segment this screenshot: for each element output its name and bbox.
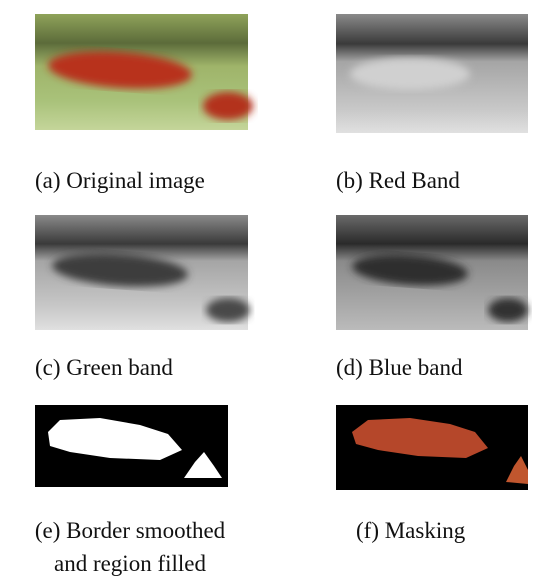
caption: and region filled	[54, 551, 207, 576]
caption: (b) Red Band	[336, 168, 460, 193]
caption: (a) Original image	[35, 168, 205, 193]
figure-canvas: (a) Original image (b) Red Band (c) Gree…	[0, 0, 540, 581]
image-region-filled	[35, 405, 228, 487]
caption: (d) Blue band	[336, 355, 463, 380]
image-blue-band	[336, 215, 528, 330]
image-masking	[336, 405, 528, 490]
figure: (a) Original image (b) Red Band (c) Gree…	[0, 0, 540, 581]
image-green-band	[35, 215, 250, 330]
caption: (c) Green band	[35, 355, 173, 380]
image-original	[35, 14, 253, 130]
caption: (e) Border smoothed	[35, 518, 226, 543]
image-red-band	[336, 14, 528, 133]
caption: (f) Masking	[356, 518, 466, 543]
